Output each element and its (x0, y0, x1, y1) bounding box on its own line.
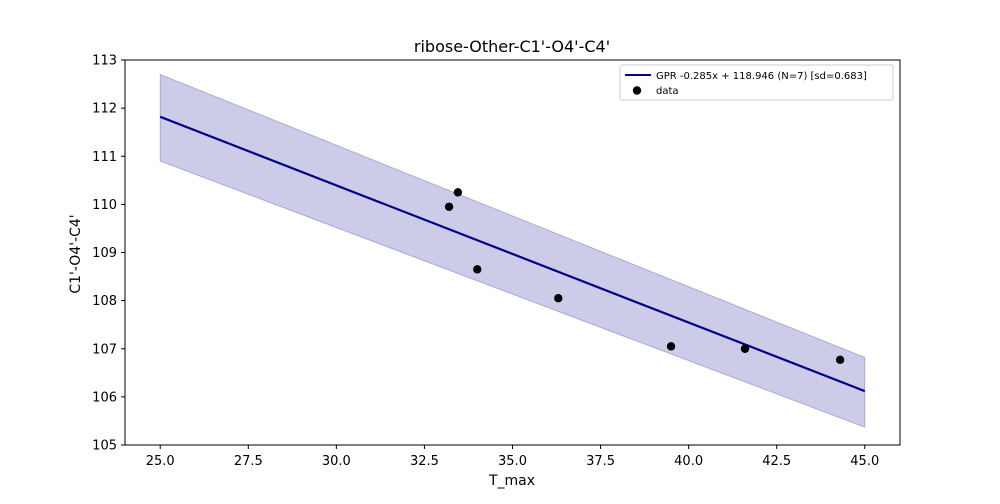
confidence-band (159, 73, 866, 428)
x-tick-label: 35.0 (498, 454, 527, 469)
y-tick-label: 113 (92, 54, 117, 69)
y-tick-label: 111 (92, 150, 117, 165)
x-tick-label: 37.5 (586, 454, 615, 469)
data-point (444, 202, 454, 211)
y-tick-label: 112 (92, 102, 117, 117)
x-tick-label: 32.5 (410, 454, 439, 469)
y-tick-label: 105 (92, 439, 117, 454)
x-tick-label: 45.0 (850, 454, 879, 469)
y-axis-label: C1'-O4'-C4' (68, 214, 84, 293)
y-tick-label: 106 (92, 390, 117, 405)
x-tick-label: 25.0 (146, 454, 175, 469)
legend-label-data: data (656, 86, 679, 97)
data-point (835, 355, 845, 365)
legend-box (619, 64, 894, 101)
data-point (554, 294, 563, 303)
legend-label-gpr: GPR -0.285x + 118.946 (N=7) [sd=0.683] (656, 71, 867, 82)
x-tick-label: 30.0 (322, 454, 351, 469)
data-point (740, 344, 750, 353)
x-tick-label: 27.5 (234, 454, 263, 469)
regression-line (159, 115, 866, 393)
y-tick-label: 107 (92, 342, 117, 357)
x-tick-label: 40.0 (674, 454, 703, 469)
y-tick-label: 110 (92, 198, 117, 213)
data-point (666, 342, 676, 351)
x-tick-label: 42.5 (762, 454, 791, 469)
x-axis-label: T_max (488, 473, 535, 489)
y-tick-label: 109 (92, 246, 117, 261)
legend-marker-swatch (632, 86, 642, 95)
data-point (453, 188, 463, 197)
y-tick-label: 108 (92, 294, 117, 309)
legend: GPR -0.285x + 118.946 (N=7) [sd=0.683] d… (619, 64, 894, 101)
chart-title: ribose-Other-C1'-O4'-C4' (414, 37, 610, 56)
data-point (473, 265, 482, 274)
